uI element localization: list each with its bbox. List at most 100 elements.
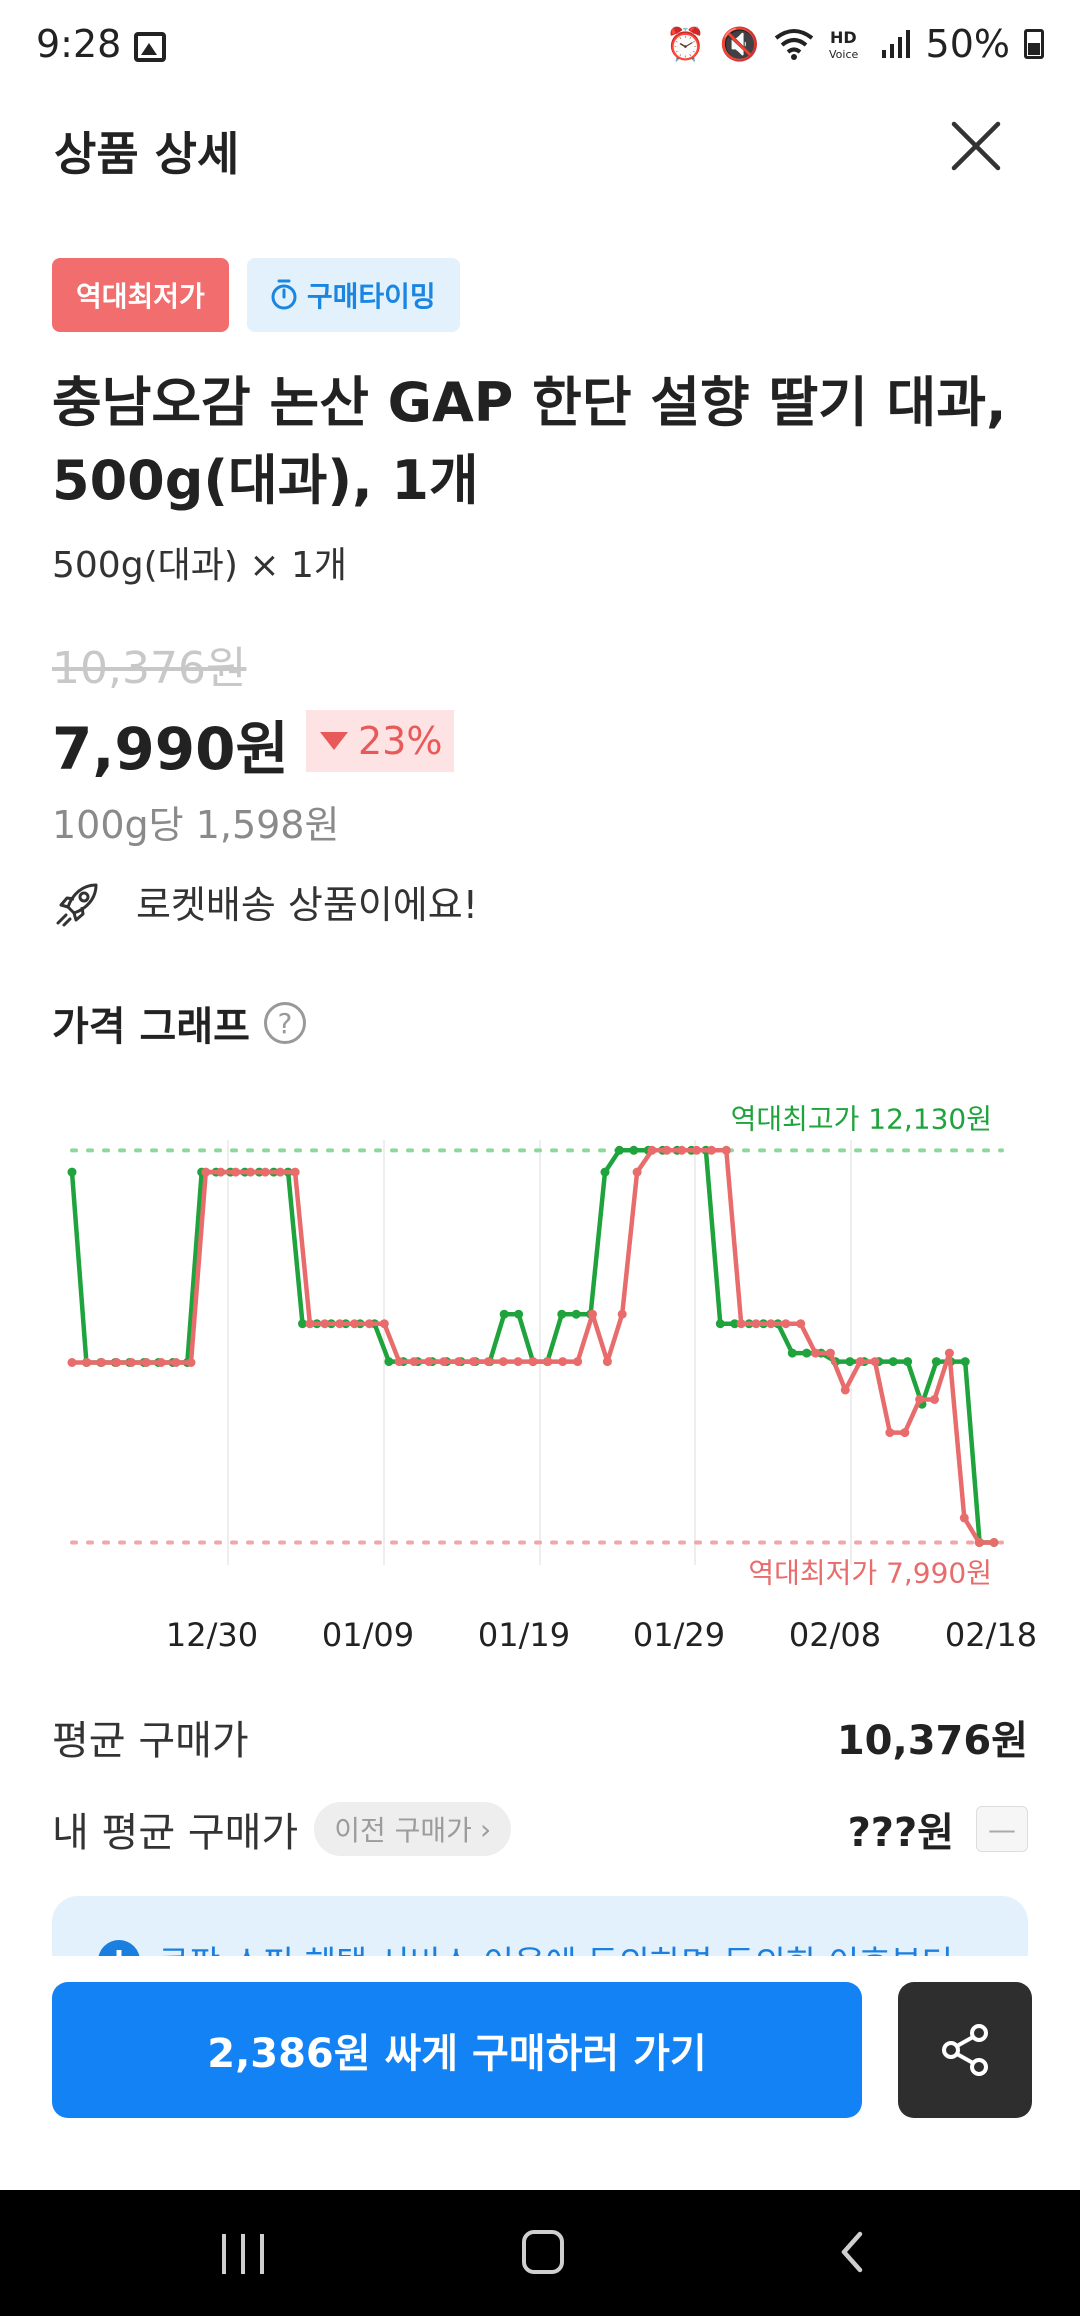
price-graph-header: 가격 그래프 ? <box>52 994 306 1052</box>
data-point <box>721 1145 731 1155</box>
svg-text:HD: HD <box>830 28 857 47</box>
data-point <box>186 1358 196 1367</box>
data-point <box>900 1428 910 1438</box>
notice-box: ! 쿠팡 스핀 혜택 서비스 이용에 동의하면 동의한 이후부터 <box>52 1896 1028 1956</box>
alarm-icon: ⏰ <box>665 25 706 63</box>
close-button[interactable] <box>946 116 1006 176</box>
data-point <box>588 1309 597 1319</box>
data-point <box>629 1145 639 1155</box>
data-point <box>384 1357 394 1367</box>
series-line-red <box>72 1148 994 1545</box>
data-point <box>692 1145 702 1155</box>
average-price-value: 10,376원 <box>836 1718 1028 1764</box>
data-point <box>454 1357 464 1367</box>
data-point <box>677 1145 687 1155</box>
data-point <box>787 1348 797 1358</box>
data-point <box>305 1319 315 1329</box>
help-icon[interactable]: ? <box>263 1002 306 1044</box>
data-point <box>112 1358 122 1367</box>
status-time: 9:28 <box>36 22 122 66</box>
info-icon: ! <box>98 1939 140 1956</box>
product-option: 500g(대과) × 1개 <box>52 545 347 586</box>
data-point <box>662 1145 672 1155</box>
data-point <box>571 1309 581 1319</box>
rocket-icon <box>56 883 98 926</box>
data-point <box>320 1319 330 1329</box>
buy-button[interactable]: 2,386원 싸게 구매하러 가기 <box>52 1982 862 2118</box>
rocket-delivery-row: 로켓배송 상품이에요! <box>52 874 478 929</box>
data-point <box>543 1357 553 1367</box>
timer-icon <box>271 279 297 310</box>
min-price-label: 역대최저가 7,990원 <box>748 1557 992 1590</box>
discount-badge: 23% <box>306 710 455 772</box>
share-button[interactable] <box>898 1982 1032 2118</box>
x-tick-label: 01/29 <box>633 1616 725 1654</box>
data-point <box>156 1358 166 1367</box>
data-point <box>379 1319 389 1329</box>
data-point <box>736 1319 746 1329</box>
notice-text: 쿠팡 스핀 혜택 서비스 이용에 동의하면 동의한 이후부터 <box>158 1936 953 1956</box>
purchase-timing-badge: 구매타이밍 <box>246 258 460 332</box>
data-point <box>97 1358 107 1367</box>
x-tick-label: 01/19 <box>478 1616 570 1654</box>
data-point <box>960 1357 970 1367</box>
mute-icon: 🔇 <box>719 25 760 63</box>
lowest-price-badge: 역대최저가 <box>52 258 229 332</box>
previous-price-chip[interactable]: 이전 구매가 › <box>314 1802 512 1856</box>
badge-row: 역대최저가 구매타이밍 <box>52 258 460 332</box>
data-point <box>298 1319 307 1329</box>
data-point <box>127 1358 136 1367</box>
rocket-delivery-text: 로켓배송 상품이에요! <box>136 883 478 927</box>
data-point <box>617 1309 627 1319</box>
data-point <box>483 1357 493 1367</box>
data-point <box>67 1167 77 1177</box>
data-point <box>439 1357 449 1367</box>
status-bar: 9:28 ⏰ 🔇 HD Voice 50% <box>0 0 1080 96</box>
data-point <box>602 1357 612 1367</box>
data-point <box>335 1319 345 1329</box>
gallery-icon <box>134 32 166 62</box>
signal-icon <box>881 30 910 58</box>
hd-voice-icon: HD Voice <box>829 28 859 61</box>
data-point <box>82 1358 92 1367</box>
down-arrow-icon <box>320 732 348 750</box>
data-point <box>647 1145 657 1155</box>
battery-icon <box>1024 29 1044 59</box>
data-point <box>707 1145 716 1155</box>
my-average-right: ???원 — <box>848 1800 1028 1858</box>
price-chart: 역대최고가 12,130원 역대최저가 7,990원 12/30 01/09 01/… <box>67 1102 1037 1654</box>
my-average-left: 내 평균 구매가 이전 구매가 › <box>52 1800 512 1858</box>
data-point <box>715 1319 725 1329</box>
data-point <box>469 1357 478 1367</box>
share-icon <box>942 2024 988 2076</box>
data-point <box>171 1358 181 1367</box>
wifi-icon <box>774 29 813 60</box>
data-point <box>513 1357 523 1367</box>
home-button[interactable] <box>522 2230 564 2274</box>
data-point <box>201 1167 211 1177</box>
data-point <box>959 1513 969 1523</box>
sale-price: 7,990원 <box>52 715 289 783</box>
data-point <box>246 1167 255 1177</box>
data-point <box>855 1357 865 1367</box>
data-point <box>141 1358 151 1367</box>
x-tick-label: 12/30 <box>166 1616 258 1654</box>
data-point <box>364 1319 374 1329</box>
x-tick-label: 02/08 <box>789 1616 881 1654</box>
data-point <box>825 1348 835 1358</box>
status-icons: ⏰ 🔇 HD Voice 50% <box>666 22 1044 66</box>
data-point <box>802 1348 812 1358</box>
back-button[interactable] <box>832 2230 876 2274</box>
previous-price-chip-label: 이전 구매가 <box>334 1814 472 1847</box>
notice-inner: ! 쿠팡 스핀 혜택 서비스 이용에 동의하면 동의한 이후부터 <box>98 1936 953 1956</box>
average-price-label: 평균 구매가 <box>52 1718 249 1764</box>
dash-box[interactable]: — <box>976 1806 1028 1852</box>
data-point <box>885 1428 895 1438</box>
data-point <box>730 1319 740 1329</box>
data-point <box>751 1319 761 1329</box>
my-average-price-value: ???원 <box>847 1810 954 1856</box>
my-average-price-label: 내 평균 구매가 <box>52 1810 299 1856</box>
data-point <box>944 1348 954 1358</box>
recent-apps-button[interactable] <box>222 2234 264 2274</box>
data-point <box>558 1357 568 1367</box>
